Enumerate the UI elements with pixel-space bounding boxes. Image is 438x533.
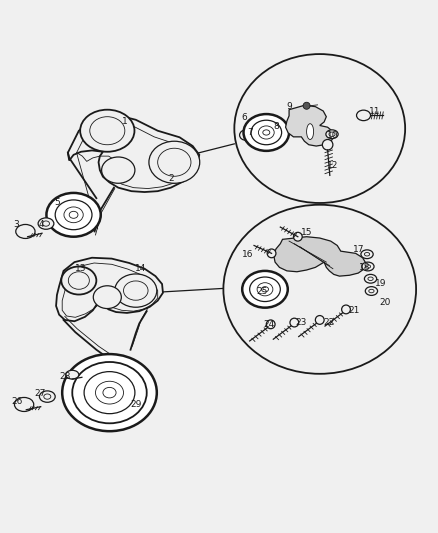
Ellipse shape	[38, 218, 54, 229]
Text: 4: 4	[39, 220, 44, 229]
Ellipse shape	[361, 250, 373, 259]
Ellipse shape	[263, 130, 270, 135]
Ellipse shape	[369, 289, 374, 293]
Text: 26: 26	[12, 397, 23, 406]
Ellipse shape	[103, 387, 116, 398]
Ellipse shape	[368, 277, 373, 280]
Ellipse shape	[124, 281, 148, 300]
Polygon shape	[274, 237, 366, 276]
Text: 9: 9	[286, 102, 292, 111]
Ellipse shape	[66, 370, 79, 379]
Ellipse shape	[364, 274, 377, 283]
Ellipse shape	[365, 265, 371, 268]
Ellipse shape	[39, 391, 55, 402]
Ellipse shape	[158, 148, 191, 176]
Ellipse shape	[90, 117, 125, 145]
Ellipse shape	[62, 354, 157, 431]
Text: 25: 25	[256, 287, 268, 296]
Circle shape	[315, 316, 324, 324]
Text: 2: 2	[168, 174, 173, 183]
Circle shape	[342, 305, 350, 314]
Circle shape	[290, 318, 299, 327]
Ellipse shape	[42, 221, 49, 226]
Text: 20: 20	[379, 298, 390, 307]
Ellipse shape	[72, 362, 147, 423]
Ellipse shape	[362, 262, 374, 271]
Ellipse shape	[102, 157, 135, 183]
Circle shape	[266, 320, 275, 329]
Ellipse shape	[69, 211, 78, 219]
Ellipse shape	[240, 130, 253, 140]
Text: 11: 11	[369, 107, 380, 116]
Ellipse shape	[234, 54, 405, 203]
Ellipse shape	[223, 205, 416, 374]
Polygon shape	[286, 106, 334, 146]
Text: 13: 13	[75, 264, 87, 273]
Text: 22: 22	[323, 318, 334, 327]
Ellipse shape	[365, 287, 378, 295]
Text: 1: 1	[122, 117, 128, 126]
Text: 21: 21	[348, 306, 360, 315]
Ellipse shape	[357, 110, 371, 120]
Ellipse shape	[326, 130, 338, 139]
Ellipse shape	[242, 271, 288, 308]
Text: 10: 10	[327, 131, 339, 140]
Text: 27: 27	[35, 389, 46, 398]
Ellipse shape	[258, 126, 274, 139]
Ellipse shape	[93, 286, 121, 309]
Ellipse shape	[149, 141, 200, 183]
Text: 17: 17	[353, 245, 365, 254]
Ellipse shape	[80, 110, 134, 152]
Text: 29: 29	[130, 400, 141, 409]
Ellipse shape	[55, 200, 92, 230]
Circle shape	[293, 232, 302, 241]
Text: 8: 8	[273, 122, 279, 131]
Ellipse shape	[46, 193, 101, 237]
Ellipse shape	[44, 394, 51, 399]
Circle shape	[322, 140, 333, 150]
Text: 28: 28	[59, 373, 71, 382]
Text: 3: 3	[14, 220, 20, 229]
Ellipse shape	[251, 120, 282, 145]
Circle shape	[303, 102, 310, 109]
Ellipse shape	[84, 372, 135, 414]
Ellipse shape	[64, 207, 83, 223]
Ellipse shape	[95, 381, 124, 404]
Text: 24: 24	[264, 320, 275, 329]
Ellipse shape	[307, 124, 314, 140]
Ellipse shape	[244, 114, 289, 151]
Text: 6: 6	[241, 113, 247, 122]
Text: 12: 12	[327, 161, 339, 170]
Text: 18: 18	[359, 263, 370, 272]
Text: 19: 19	[375, 279, 387, 288]
Text: 7: 7	[247, 128, 253, 138]
Ellipse shape	[115, 274, 157, 307]
Text: 5: 5	[54, 198, 60, 207]
Ellipse shape	[68, 272, 89, 289]
Text: 14: 14	[134, 264, 146, 273]
Ellipse shape	[16, 224, 35, 238]
Ellipse shape	[329, 132, 335, 136]
Ellipse shape	[257, 282, 273, 296]
Ellipse shape	[14, 398, 34, 411]
Ellipse shape	[364, 253, 370, 256]
Ellipse shape	[61, 266, 96, 295]
Ellipse shape	[250, 277, 280, 302]
Text: 23: 23	[296, 318, 307, 327]
Ellipse shape	[261, 287, 268, 292]
Text: 15: 15	[301, 228, 312, 237]
Circle shape	[267, 249, 276, 258]
Text: 16: 16	[242, 250, 253, 259]
